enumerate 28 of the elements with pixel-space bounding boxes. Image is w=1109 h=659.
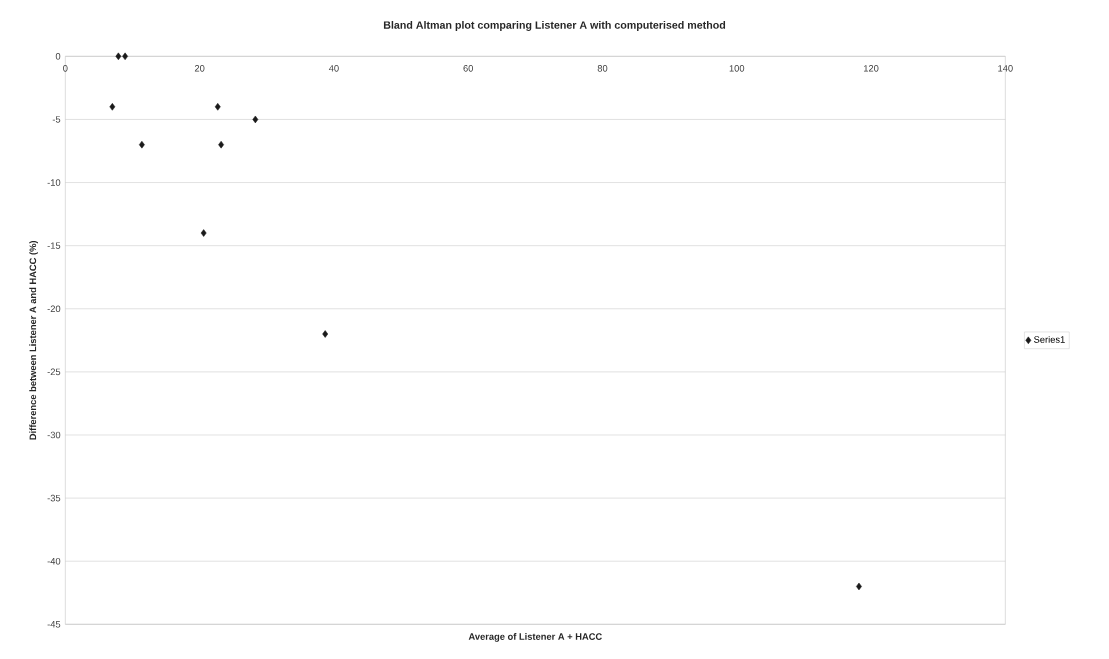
point — [200, 229, 207, 237]
y-tick-label: -5 — [52, 116, 61, 123]
y-tick-label: -40 — [47, 557, 61, 565]
y-tick-label: -35 — [47, 494, 61, 502]
x-tick-label: 40 — [328, 65, 339, 72]
point — [252, 115, 259, 124]
chart-title: Bland Altman plot comparing Listener A with computerised method — [383, 20, 726, 31]
x-axis-title: Average of Listener A + HACC — [468, 633, 602, 642]
point — [115, 52, 122, 61]
x-tick-label: 140 — [998, 65, 1013, 72]
x-tick-label: 120 — [863, 65, 879, 72]
x-tick-label: 20 — [194, 65, 205, 72]
y-tick-label: -15 — [47, 242, 61, 249]
x-tick-label: 0 — [63, 65, 68, 72]
point — [109, 103, 116, 111]
x-tick-label: 60 — [463, 65, 474, 72]
x-tick-label: 100 — [729, 65, 745, 72]
y-tick-label: -25 — [47, 368, 61, 376]
y-tick-label: -10 — [47, 179, 61, 186]
y-tick-label: 0 — [55, 53, 61, 60]
y-tick-label: -20 — [47, 305, 61, 313]
y-tick-label: -45 — [47, 621, 61, 628]
x-tick-label: 80 — [597, 65, 608, 72]
y-axis-title: Difference between Listener A and HACC (%) — [29, 240, 38, 440]
point — [214, 103, 221, 111]
y-tick-label: -30 — [47, 431, 61, 439]
point — [322, 330, 329, 338]
legend-label: Series1 — [1034, 335, 1065, 343]
